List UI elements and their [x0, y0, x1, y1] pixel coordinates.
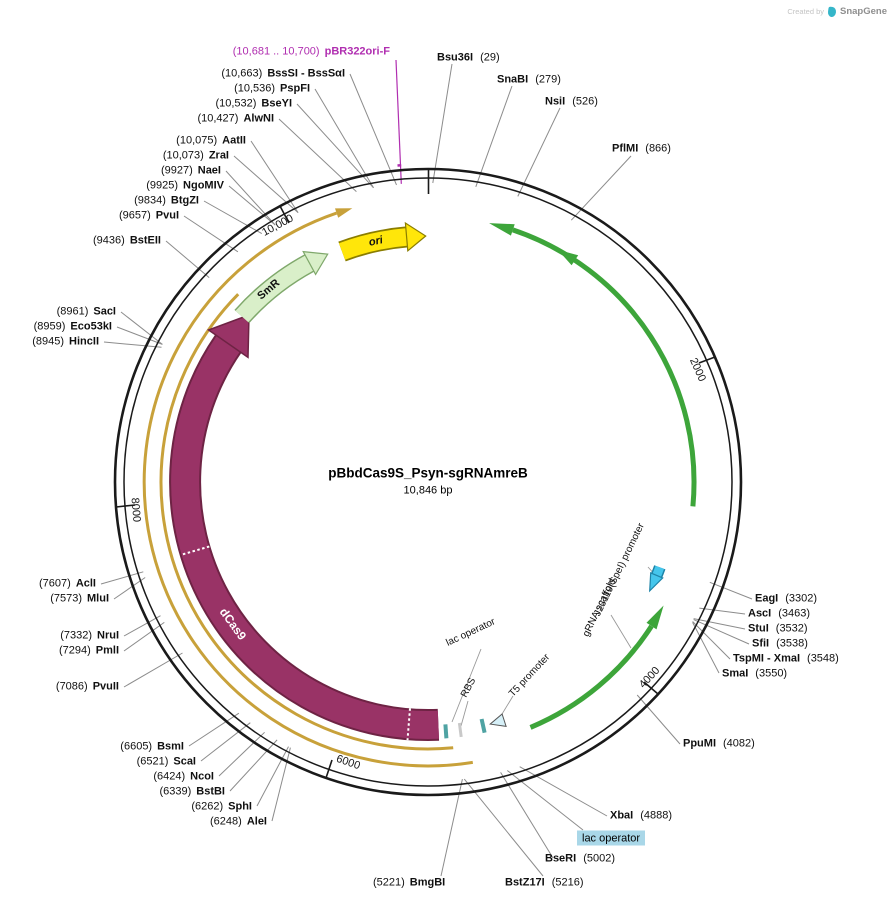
site-label-bstz17i[interactable]: BstZ17I (5216) [505, 876, 584, 889]
site-label-bseyi[interactable]: (10,532) BseYI [215, 97, 292, 110]
site-label-alwni[interactable]: (10,427) AlwNI [197, 112, 274, 125]
site-label-nrui[interactable]: (7332) NruI [60, 629, 119, 642]
site-label-sfii[interactable]: SfiI (3538) [752, 637, 808, 650]
site-label-aatii[interactable]: (10,075) AatII [176, 134, 246, 147]
site-label-saci[interactable]: (8961) SacI [56, 305, 116, 318]
snapgene-logo-icon [827, 5, 837, 18]
site-label-bsteii[interactable]: (9436) BstEII [93, 234, 161, 247]
dcas9-cds-arrow[interactable] [169, 313, 440, 742]
site-label-scai[interactable]: (6521) ScaI [136, 755, 196, 768]
dcas9-mutation-mark [406, 708, 411, 741]
inner-feature-leaders [451, 566, 657, 727]
site-label-smai[interactable]: SmaI (3550) [722, 667, 788, 680]
smr-arrow[interactable] [234, 250, 329, 324]
site-label-zrai[interactable]: (10,073) ZraI [162, 149, 229, 162]
gene-arc-right-upper[interactable] [489, 223, 697, 507]
site-label-hincii[interactable]: (8945) HincII [32, 335, 99, 348]
grna-scaffold-arc[interactable] [529, 605, 664, 730]
lac-operator-bars[interactable] [443, 718, 487, 739]
scale-ticks [115, 169, 716, 779]
credit-brand: SnapGene [840, 6, 887, 17]
site-label-ncoi[interactable]: (6424) NcoI [153, 770, 214, 783]
plasmid-size: 10,846 bp [403, 484, 453, 497]
site-label-alei[interactable]: (6248) AleI [210, 815, 267, 828]
site-label-xbai[interactable]: XbaI (4888) [610, 809, 673, 822]
site-label-pmli[interactable]: (7294) PmlI [58, 644, 119, 657]
site-label-snabi[interactable]: SnaBI (279) [497, 73, 561, 86]
site-label-tspmi-xmai[interactable]: TspMI - XmaI (3548) [733, 652, 839, 665]
site-label-pvui[interactable]: (9657) PvuI [118, 209, 179, 222]
lac-operator-callout[interactable]: lac operator [577, 830, 646, 846]
site-label-eagi[interactable]: EagI (3302) [755, 592, 818, 605]
site-label-pvuii[interactable]: (7086) PvuII [55, 680, 119, 693]
backbone-annotation-outer-arc[interactable] [142, 208, 474, 768]
site-label-asci[interactable]: AscI (3463) [748, 607, 811, 620]
t5-promoter-arrow[interactable] [489, 713, 507, 728]
ori-arrow[interactable] [338, 221, 427, 262]
plasmid-name: pBbdCas9S_Psyn-sgRNAmreB [328, 465, 528, 481]
site-label-acli[interactable]: (7607) AclI [39, 577, 96, 590]
snapgene-credit: Created by SnapGene [787, 5, 887, 18]
site-label-ppumi[interactable]: PpuMI (4082) [683, 737, 755, 750]
site-label-bmgbi[interactable]: (5221) BmgBI [373, 876, 446, 889]
rbs-bar[interactable] [457, 722, 463, 738]
site-label-naei[interactable]: (9927) NaeI [160, 164, 221, 177]
site-label-bsssi[interactable]: (10,663) BssSI - BssSαI [221, 67, 345, 80]
site-label-mlui[interactable]: (7573) MluI [50, 592, 109, 605]
site-label-bsu36i[interactable]: Bsu36I (29) [437, 51, 500, 64]
site-label-bstbi[interactable]: (6339) BstBI [159, 785, 225, 798]
site-label-btgzi[interactable]: (9834) BtgZI [134, 194, 199, 207]
backbone-annotation-inner-arc[interactable] [159, 293, 454, 751]
scale-label-8000: 8000 [128, 497, 143, 523]
site-label-pbr322ori-f[interactable]: (10,681 .. 10,700) pBR322ori-F [232, 45, 390, 58]
site-label-nsii[interactable]: NsiI (526) [545, 95, 598, 108]
site-label-bseri[interactable]: BseRI (5002) [545, 852, 615, 865]
j23119-promoter-arrow[interactable] [649, 565, 666, 593]
site-label-bsmi[interactable]: (6605) BsmI [120, 740, 184, 753]
site-label-stui[interactable]: StuI (3532) [748, 622, 808, 635]
site-label-pflmi[interactable]: PflMI (866) [612, 142, 671, 155]
credit-prefix: Created by [787, 7, 824, 16]
site-label-eco53ki[interactable]: (8959) Eco53kI [33, 320, 112, 333]
site-label-sphi[interactable]: (6262) SphI [191, 800, 252, 813]
pbr322-primer-leader [395, 59, 402, 184]
site-label-ngomiv[interactable]: (9925) NgoMIV [146, 179, 224, 192]
plasmid-title-block: pBbdCas9S_Psyn-sgRNAmreB 10,846 bp [328, 466, 528, 497]
site-label-pspfi[interactable]: (10,536) PspFI [234, 82, 310, 95]
